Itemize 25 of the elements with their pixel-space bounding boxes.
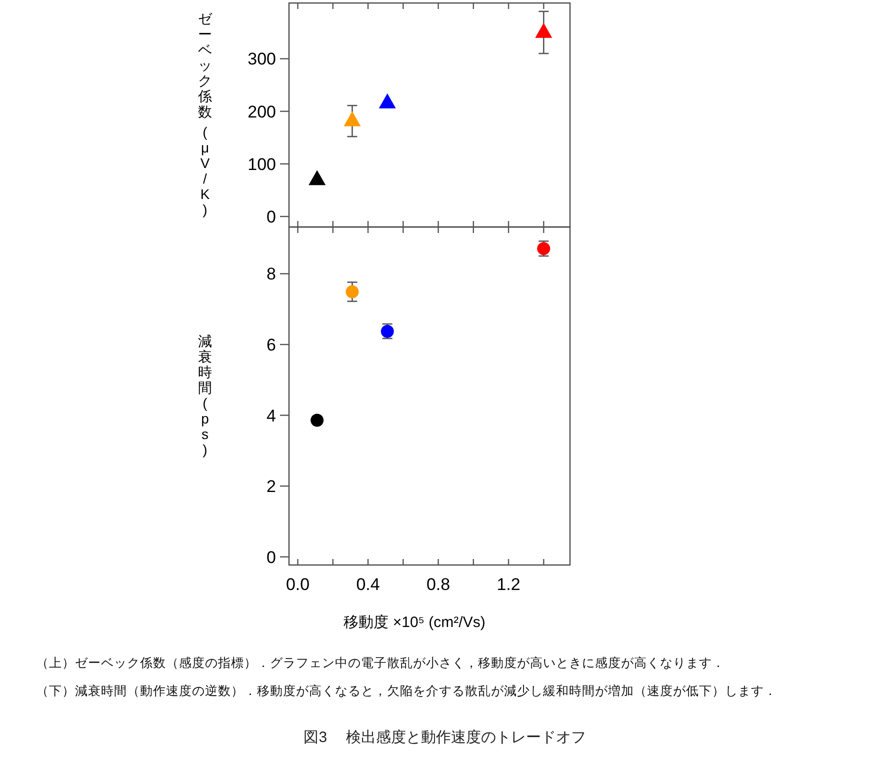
y-axis-title: 減衰時間(ps) bbox=[198, 332, 212, 458]
y-tick-label: 100 bbox=[248, 154, 276, 174]
point bbox=[346, 285, 359, 298]
y-tick-label: 300 bbox=[248, 50, 276, 69]
y-tick-label: 4 bbox=[266, 406, 276, 426]
point bbox=[344, 111, 361, 126]
text: （上）ゼーベック係数（感度の指標）．グラフェン中の電子散乱が小さく，移動度が高いときに感度が高くなります． bbox=[36, 655, 725, 670]
x-tick-label: 0.8 bbox=[426, 575, 450, 594]
y-tick-label: 200 bbox=[248, 102, 276, 122]
point bbox=[378, 93, 396, 108]
y-tick-label: 0 bbox=[266, 207, 276, 226]
x-axis-title: 移動度 ×10⁵ (cm²/Vs) bbox=[344, 614, 486, 631]
y-tick-label: 6 bbox=[266, 336, 276, 355]
text: （下）減衰時間（動作速度の逆数）．移動度が高くなると，欠陥を介する散乱が減少し緩和時間が増加（速度が低下）します． bbox=[36, 683, 777, 698]
point bbox=[535, 22, 552, 38]
caption: 図3 検出感度と動作速度のトレードオフ bbox=[304, 729, 586, 746]
point bbox=[308, 170, 326, 186]
text: ゼーベック係数 (μV/K) bbox=[198, 10, 212, 218]
y-tick-label: 8 bbox=[266, 264, 276, 284]
x-tick-label: 0.4 bbox=[356, 575, 380, 594]
y-tick-label: 2 bbox=[266, 477, 276, 496]
x-tick-label: 0.0 bbox=[286, 575, 310, 594]
y-tick-label: 0 bbox=[266, 548, 276, 567]
x-tick-label: 1.2 bbox=[496, 575, 520, 594]
point bbox=[310, 414, 324, 427]
